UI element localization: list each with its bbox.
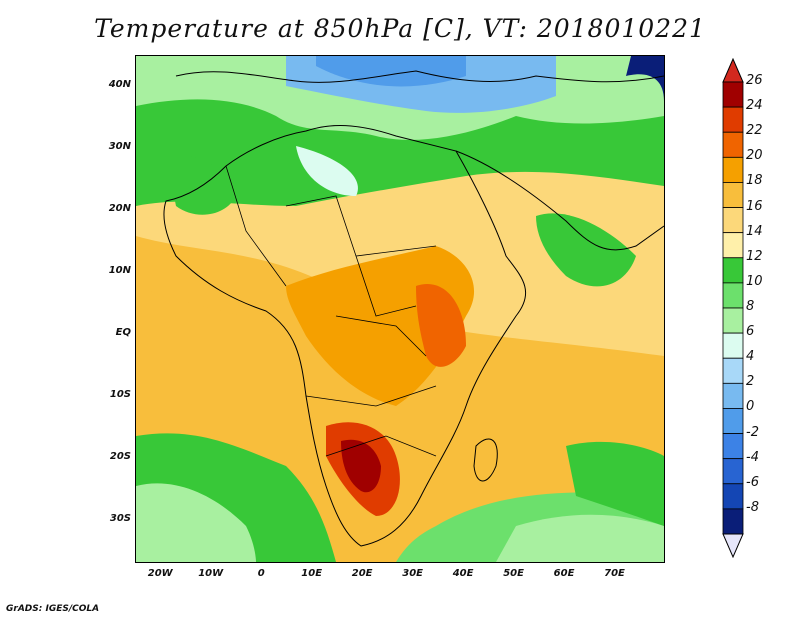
footer-credit: GrADS: IGES/COLA (6, 604, 100, 614)
europe-colder (316, 56, 466, 87)
lon-label: 10W (198, 568, 224, 579)
colorbar-segment (722, 458, 744, 485)
colorbar-label: 0 (746, 399, 755, 415)
arabian-sea-green (536, 213, 636, 287)
sahara-pale (296, 146, 358, 196)
colorbar-label: 14 (746, 223, 763, 239)
arabia-coastline (455, 150, 664, 251)
colorbar-label: 24 (746, 98, 763, 114)
lat-label: 10N (108, 264, 131, 276)
lon-label: 20W (147, 568, 173, 579)
colorbar-label: 18 (746, 173, 763, 189)
colorbar-label: 2 (746, 374, 755, 390)
northeast-cold-spot (626, 56, 664, 101)
colorbar-segment (722, 257, 744, 284)
colorbar-segment (722, 81, 744, 108)
colorbar-label: 20 (746, 148, 763, 164)
colorbar-label: 22 (746, 123, 763, 139)
colorbar-label: 4 (746, 349, 755, 365)
lon-label: 60E (553, 568, 575, 579)
east-indian-green (566, 441, 664, 526)
colorbar-over-arrow (722, 58, 744, 83)
country-borders (225, 165, 437, 457)
map-title: Temperature at 850hPa [C], VT: 201801022… (94, 14, 706, 43)
colorbar-label: -2 (746, 424, 759, 440)
colorbar-segment (722, 382, 744, 409)
colorbar-segment (722, 357, 744, 384)
lon-label: 20E (351, 568, 373, 579)
madagascar-outline (473, 438, 498, 482)
lon-label: 70E (604, 568, 625, 579)
colorbar-label: 10 (746, 273, 763, 289)
colorbar-segment (722, 106, 744, 133)
africa-coastline (163, 125, 527, 547)
east-africa-hot (416, 284, 466, 367)
lat-label: EQ (115, 326, 131, 338)
colorbar-segment (722, 182, 744, 208)
colorbar-label: 16 (746, 198, 763, 214)
map-canvas (136, 56, 664, 562)
lat-label: 20S (109, 450, 131, 462)
south-indian-light (496, 514, 664, 562)
colorbar-label: -4 (746, 449, 759, 465)
colorbar-segment (722, 207, 744, 234)
kalahari-hottest (341, 439, 381, 493)
colorbar-segment (722, 508, 744, 535)
colorbar-segment (722, 483, 744, 510)
lat-label: 20N (108, 202, 131, 214)
temperature-map (135, 55, 665, 563)
lon-label: 50E (503, 568, 524, 579)
lat-label: 10S (109, 388, 131, 400)
colorbar (722, 58, 744, 558)
colorbar-segment (722, 282, 744, 309)
lon-label: 0 (257, 568, 265, 579)
colorbar-under-arrow (722, 533, 744, 558)
colorbar-segment (722, 408, 744, 434)
lon-label: 30E (402, 568, 423, 579)
colorbar-label: -6 (746, 474, 759, 490)
lat-label: 30N (108, 140, 131, 152)
south-atlantic-light (136, 483, 256, 562)
lat-label: 40N (108, 78, 131, 90)
colorbar-segment (722, 156, 744, 183)
lon-label: 10E (301, 568, 323, 579)
colorbar-label: 26 (746, 73, 763, 88)
sahara-green-patch (166, 155, 236, 215)
colorbar-segment (722, 307, 744, 334)
colorbar-label: 12 (746, 248, 763, 264)
colorbar-segment (722, 433, 744, 460)
colorbar-segment (722, 232, 744, 259)
colorbar-segment (722, 131, 744, 158)
lat-label: 30S (109, 512, 131, 524)
colorbar-label: 6 (746, 324, 755, 340)
colorbar-segment (722, 332, 744, 359)
colorbar-label: -8 (746, 499, 759, 515)
lon-label: 40E (452, 568, 474, 579)
europe-coastline (175, 70, 664, 83)
colorbar-label: 8 (746, 299, 755, 314)
